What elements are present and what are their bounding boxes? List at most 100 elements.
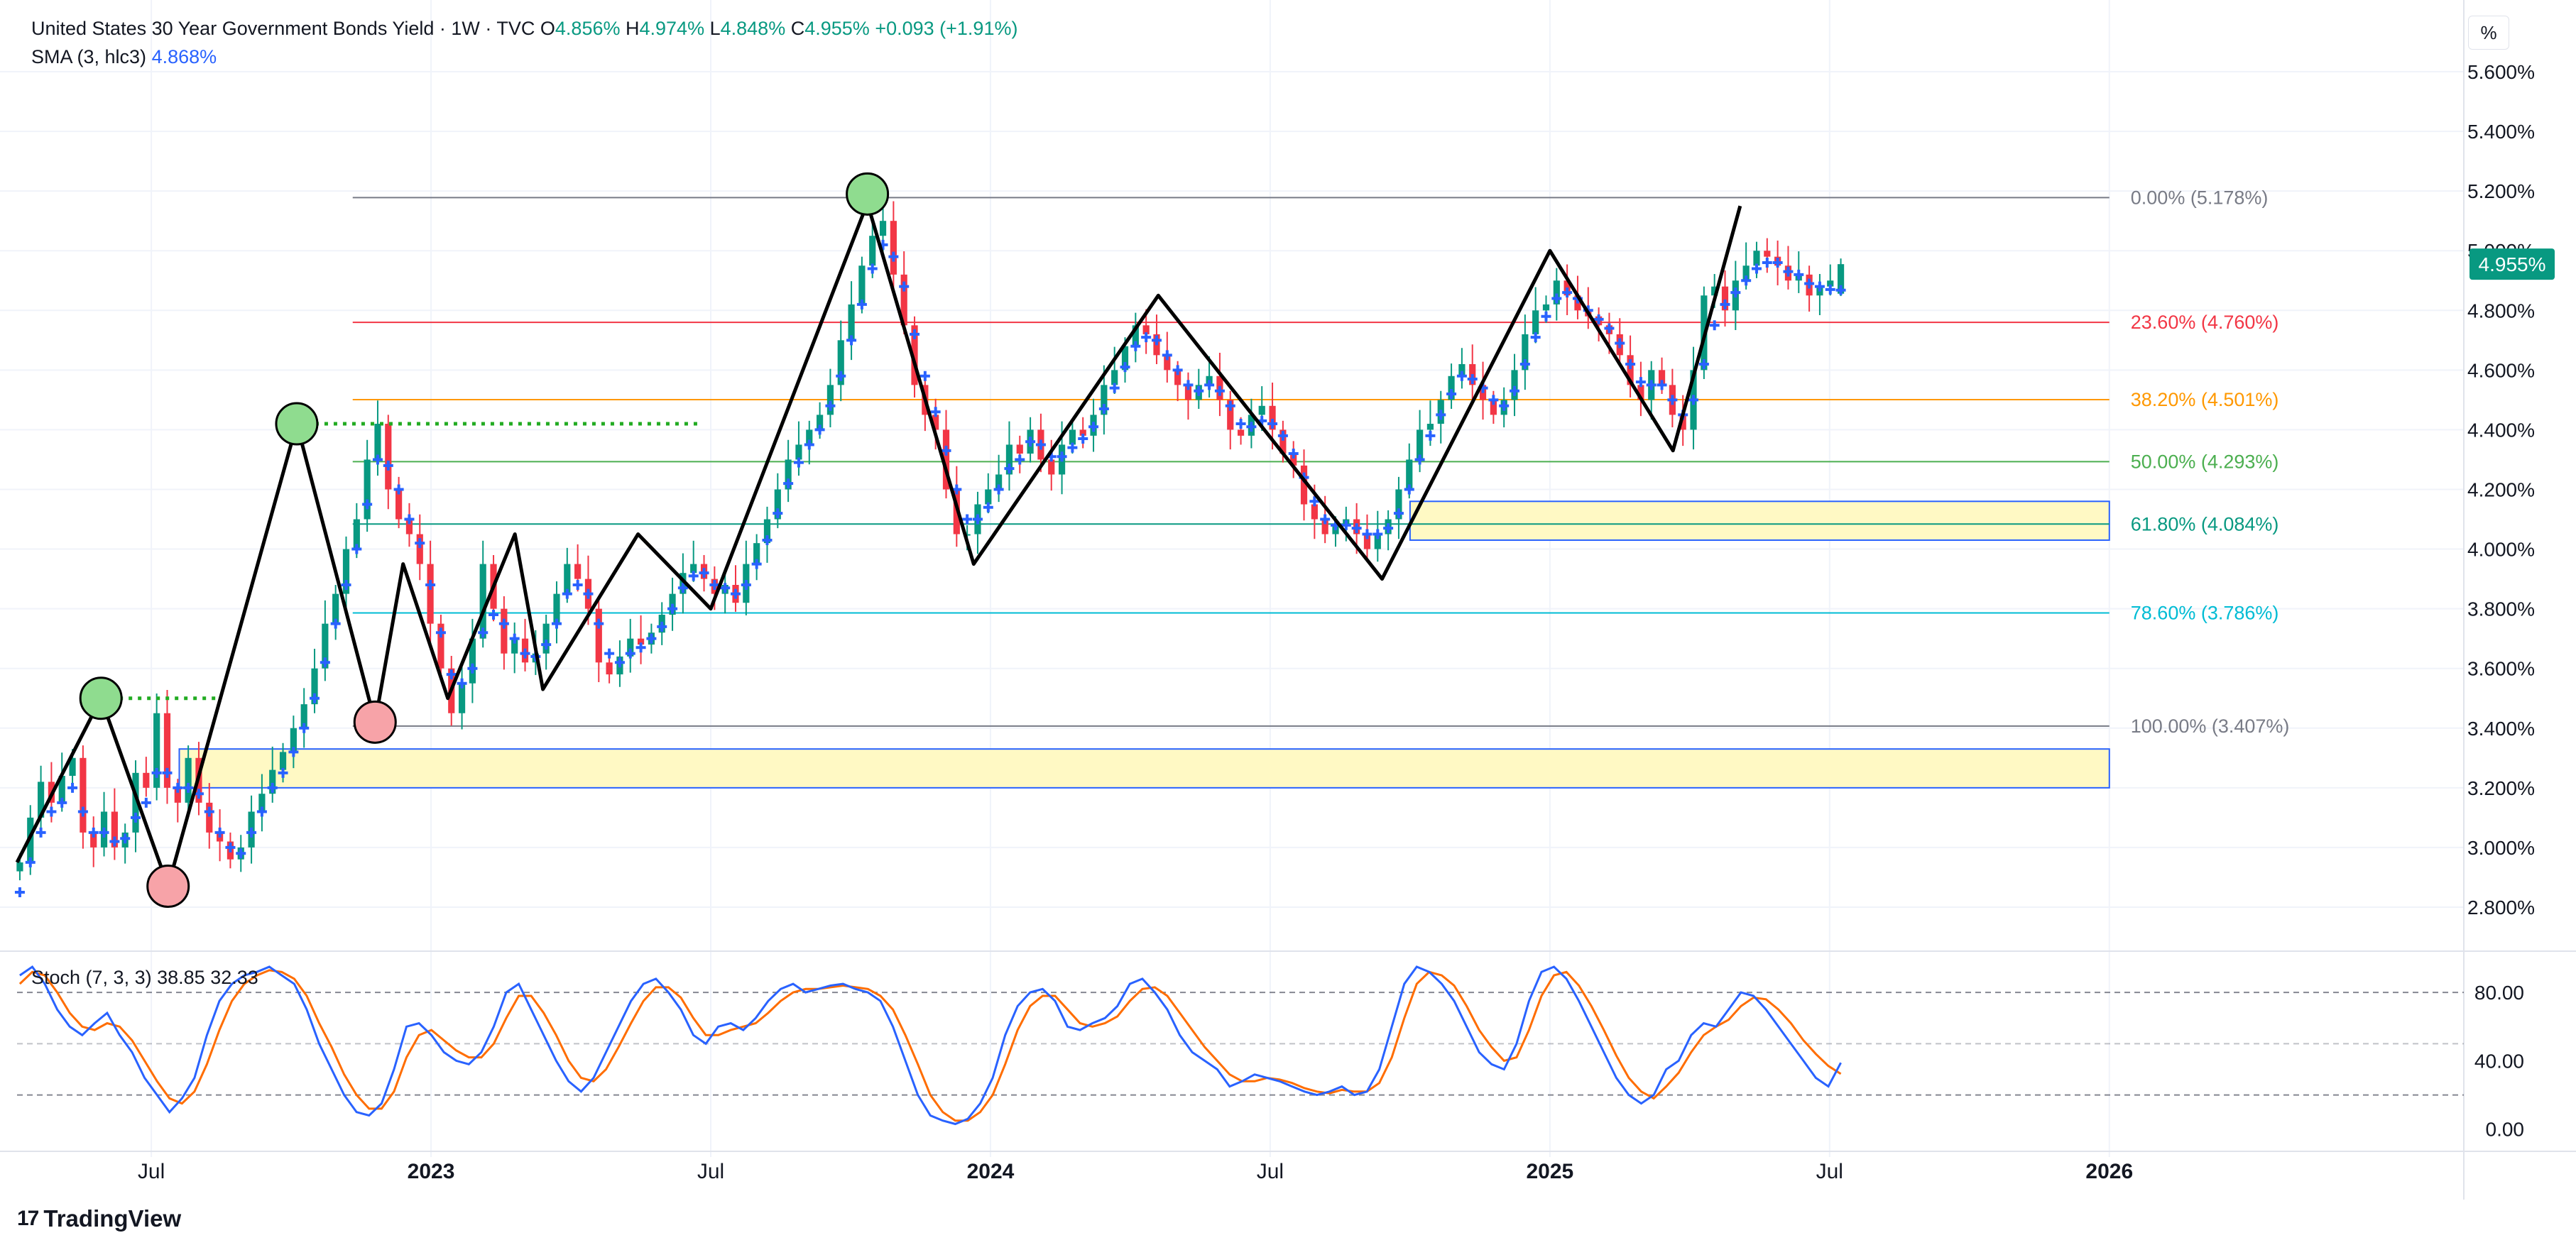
fib-level-label: 23.60% (4.760%) <box>2131 312 2279 333</box>
pivot-high-marker[interactable] <box>275 402 319 446</box>
sma-point <box>1404 484 1414 495</box>
sma-point <box>919 371 930 381</box>
candle-body <box>869 236 876 266</box>
sma-point <box>635 642 646 653</box>
sma-point <box>1720 299 1730 309</box>
candle-body <box>1742 265 1750 281</box>
stoch-tick-label: 40.00 <box>2474 1050 2524 1072</box>
tradingview-brand[interactable]: 17 TradingView <box>17 1205 181 1232</box>
sma-point <box>1635 377 1646 388</box>
pivot-markers[interactable] <box>79 172 890 909</box>
sma-point <box>372 454 383 465</box>
sma-point <box>731 588 741 599</box>
candle-body <box>1258 405 1265 415</box>
sma-point <box>709 580 720 590</box>
pivot-high-marker[interactable] <box>79 676 123 720</box>
highlight-zones <box>178 500 2110 789</box>
sma-point <box>362 499 373 510</box>
sma-line: SMA (3, hlc3) 4.868% <box>31 43 1017 71</box>
pivot-low-marker[interactable] <box>146 865 190 909</box>
candle-body <box>1406 459 1413 490</box>
sma-point <box>1004 464 1015 474</box>
sma-point <box>1172 365 1183 375</box>
candle-body <box>1658 370 1666 385</box>
sma-point <box>57 797 67 808</box>
candle-body <box>858 265 866 305</box>
candle-body <box>206 802 213 833</box>
candle-body <box>1101 385 1108 415</box>
fib-level-label: 61.80% (4.084%) <box>2131 513 2279 534</box>
candle-body <box>1069 429 1076 445</box>
zigzag-line[interactable] <box>15 201 1742 888</box>
candle-body <box>1300 465 1308 505</box>
sma-point <box>204 806 214 817</box>
candle-body <box>1764 251 1771 257</box>
candle-body <box>1321 519 1328 534</box>
time-tick-label: Jul <box>1816 1160 1843 1183</box>
candle-body <box>69 757 76 777</box>
sma-point <box>1541 311 1551 322</box>
sma-point <box>667 603 678 614</box>
sma-point <box>46 806 57 817</box>
sma-point <box>520 648 530 659</box>
candle-body <box>1426 424 1434 430</box>
sma-point <box>67 782 78 793</box>
sma-point <box>1667 395 1678 405</box>
candle-body <box>627 638 634 657</box>
sma-point <box>330 618 341 629</box>
sma-point <box>1657 380 1667 390</box>
candle-body <box>1311 504 1318 520</box>
percent-scale-button[interactable]: % <box>2468 16 2509 50</box>
candle-body <box>606 662 613 675</box>
candle-body <box>311 668 318 705</box>
candle-body <box>385 424 392 490</box>
zigzag-path[interactable] <box>15 201 1742 888</box>
sma-point <box>1730 287 1741 298</box>
candle-body <box>416 534 423 564</box>
sma-point <box>77 806 88 817</box>
time-tick-label: 2025 <box>1526 1160 1573 1183</box>
candle-body <box>269 769 276 794</box>
price-tick-label: 4.400% <box>2467 419 2535 441</box>
candle-body <box>1522 334 1529 371</box>
candle-body <box>143 772 150 788</box>
open-label: O <box>540 18 555 39</box>
candle-body <box>163 713 171 788</box>
price-tick-label: 5.600% <box>2467 61 2535 83</box>
candle-body <box>501 608 508 654</box>
time-axis[interactable]: Jul 2023 Jul 2024 Jul 2025 Jul 2026 <box>138 1160 2133 1183</box>
price-axis[interactable]: 5.600%5.400%5.200%5.000%4.800%4.600%4.40… <box>2467 61 2535 919</box>
pivot-high-marker[interactable] <box>846 172 890 216</box>
candle-body <box>1111 370 1118 385</box>
stoch-label[interactable]: Stoch (7, 3, 3) <box>31 967 152 988</box>
candle-body <box>542 623 550 654</box>
sma-point <box>1825 284 1835 295</box>
sma-point <box>1488 395 1499 405</box>
sma-point <box>814 424 825 435</box>
sma-point <box>393 484 404 495</box>
candle-body <box>1627 355 1634 385</box>
sma-point <box>1383 523 1394 534</box>
sma-label[interactable]: SMA (3, hlc3) <box>31 46 147 67</box>
price-tick-label: 5.200% <box>2467 180 2535 202</box>
sma-point <box>446 669 457 680</box>
candle-body <box>111 811 118 848</box>
candle-body <box>574 564 582 579</box>
pivot-low-marker[interactable] <box>353 700 397 744</box>
candle-body <box>1164 355 1171 371</box>
symbol-title[interactable]: United States 30 Year Government Bonds Y… <box>31 18 535 39</box>
time-tick-label: 2026 <box>2085 1160 2133 1183</box>
sma-point <box>1246 422 1257 432</box>
time-tick-label: 2024 <box>967 1160 1015 1183</box>
fibonacci-retracement[interactable]: 0.00% (5.178%) 23.60% (4.760%) 38.20% (4.5… <box>352 187 2290 737</box>
low-value: 4.848% <box>720 18 786 39</box>
candle-body <box>1142 325 1150 334</box>
sma-point <box>25 857 36 867</box>
stoch-tick-label: 0.00 <box>2486 1119 2525 1141</box>
sma-point <box>1341 520 1351 530</box>
candle-body <box>1132 325 1139 346</box>
sma-point <box>1120 362 1130 373</box>
candle-body <box>848 304 855 341</box>
candle-body <box>1532 310 1539 334</box>
